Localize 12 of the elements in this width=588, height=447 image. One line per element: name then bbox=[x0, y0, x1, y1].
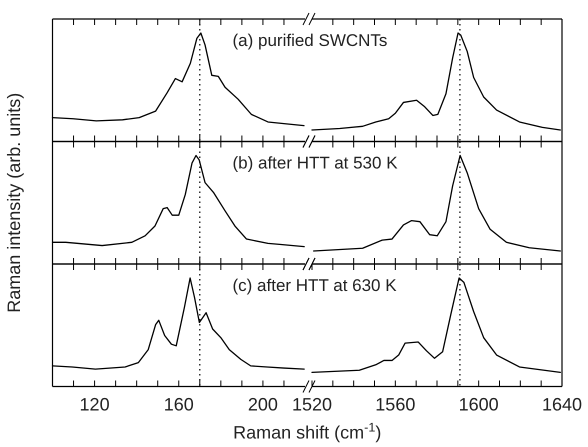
x-tick-label: 1640 bbox=[542, 394, 582, 414]
x-tick-label: 160 bbox=[164, 394, 194, 414]
x-axis-title: Raman shift (cm$^{-1}$) bbox=[233, 420, 382, 442]
y-axis-title: Raman intensity (arb. units) bbox=[4, 92, 24, 313]
x-tick-label: 200 bbox=[248, 394, 278, 414]
x-tick-label: 1600 bbox=[458, 394, 499, 414]
annotation: (b) after HTT at 530 K bbox=[232, 154, 398, 172]
annotation: (a) purified SWCNTs bbox=[232, 31, 388, 50]
x-tick-label: 1560 bbox=[375, 394, 416, 414]
x-tick-label: 1520 bbox=[292, 394, 332, 414]
annotation: (c) after HTT at 630 K bbox=[232, 276, 398, 295]
x-tick-label: 120 bbox=[80, 394, 110, 414]
